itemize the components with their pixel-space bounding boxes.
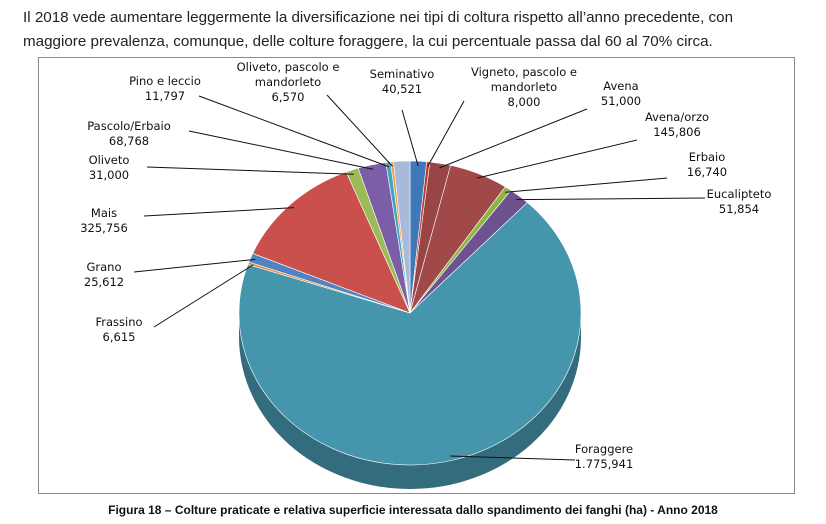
pie-slices <box>238 160 582 466</box>
intro-line-2: maggiore prevalenza, comunque, delle col… <box>23 33 713 50</box>
slice-name-grano: Grano <box>86 260 121 274</box>
slice-value-pino-e-leccio: 11,797 <box>145 89 185 103</box>
slice-value-pascolo-erbaio: 68,768 <box>109 134 149 148</box>
slice-name-avena-orzo: Avena/orzo <box>645 110 709 124</box>
slice-name-frassino: Frassino <box>95 315 142 329</box>
slice-name-vigneto-pascolo-e-mandorleto: Vigneto, pascolo e <box>471 65 577 79</box>
slice-value-avena: 51,000 <box>601 94 641 108</box>
slice-name-erbaio: Erbaio <box>689 150 726 164</box>
slice-value-mais: 325,756 <box>80 221 128 235</box>
leader-line-mais <box>143 207 294 217</box>
leader-line-frassino <box>153 264 254 328</box>
slice-name-vigneto-pascolo-e-mandorleto: mandorleto <box>491 80 557 94</box>
slice-name-oliveto: Oliveto <box>89 153 130 167</box>
pie-slice-mais <box>252 171 411 314</box>
leader-line-grano <box>133 258 256 273</box>
slice-value-vigneto-pascolo-e-mandorleto: 8,000 <box>508 95 541 109</box>
intro-paragraph: Il 2018 vede aumentare leggermente la di… <box>23 6 823 54</box>
slice-value-avena-orzo: 145,806 <box>653 125 701 139</box>
intro-line-1: Il 2018 vede aumentare leggermente la di… <box>23 9 734 26</box>
pie-side-foraggere <box>239 313 581 489</box>
slice-name-seminativo: Seminativo <box>370 67 435 81</box>
pie-slice-seminativo-2 <box>392 160 411 314</box>
slice-name-pascolo-erbaio: Pascolo/Erbaio <box>87 119 171 133</box>
leader-line-foraggere <box>450 455 576 461</box>
leader-line-oliveto-pascolo-e-mandorleto <box>326 94 393 167</box>
leader-line-pascolo-erbaio <box>188 130 374 170</box>
slice-name-pino-e-leccio: Pino e leccio <box>129 74 201 88</box>
leader-line-pino-e-leccio <box>198 95 390 168</box>
figure-caption: Figura 18 – Colture praticate e relativa… <box>108 503 718 517</box>
chart-frame: Seminativo 40,521 Vigneto, pascolo e mandor… <box>38 57 795 494</box>
slice-value-grano: 25,612 <box>84 275 124 289</box>
leader-line-vigneto-pascolo-e-mandorleto <box>427 100 465 167</box>
slice-name-eucalipteto: Eucalipteto <box>707 187 772 201</box>
slice-value-erbaio: 16,740 <box>687 165 727 179</box>
slice-name-oliveto-pascolo-e-mandorleto: Oliveto, pascolo e <box>237 60 340 74</box>
leader-line-avena <box>439 108 588 169</box>
leader-line-seminativo <box>401 109 419 166</box>
slice-name-mais: Mais <box>91 206 117 220</box>
slice-value-eucalipteto: 51,854 <box>719 202 759 216</box>
pie-slice-foraggere <box>238 202 582 466</box>
slice-name-avena: Avena <box>603 79 638 93</box>
leader-line-avena-orzo <box>476 139 638 179</box>
leader-line-oliveto <box>146 166 354 175</box>
leader-line-erbaio <box>505 177 668 193</box>
slice-value-seminativo: 40,521 <box>382 82 422 96</box>
slice-value-foraggere: 1.775,941 <box>575 457 634 471</box>
slice-value-frassino: 6,615 <box>103 330 136 344</box>
slice-value-oliveto: 31,000 <box>89 168 129 182</box>
slice-name-oliveto-pascolo-e-mandorleto: mandorleto <box>255 75 321 89</box>
slice-name-foraggere: Foraggere <box>575 442 633 456</box>
pie-side-wall <box>239 313 581 489</box>
slice-value-oliveto-pascolo-e-mandorleto: 6,570 <box>272 90 305 104</box>
leader-line-eucalipteto <box>516 197 706 201</box>
